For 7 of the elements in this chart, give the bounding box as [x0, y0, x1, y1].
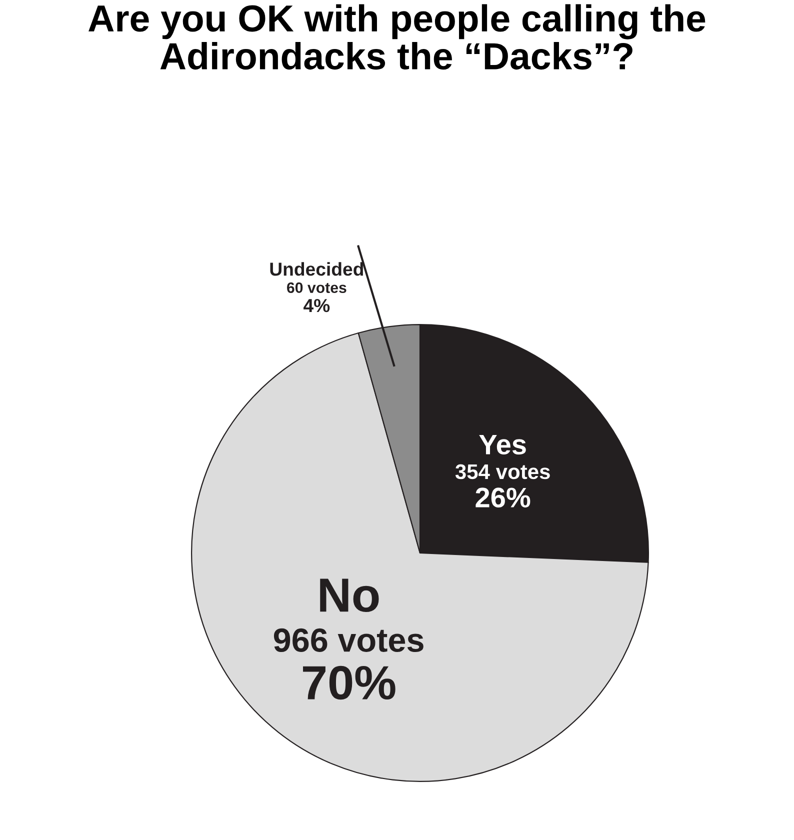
data-label: 354 votes 26%	[455, 464, 550, 508]
data-label: 60 votes 4%	[287, 282, 346, 312]
slice-label: Undecided	[270, 262, 363, 276]
slice-label: Yes	[479, 434, 526, 455]
chart-title: Are you OK with people calling the Adirondacks the “Dacks”?	[88, 4, 706, 70]
data-label: 966 votes 70%	[274, 628, 424, 700]
slice-label: No	[320, 578, 379, 612]
